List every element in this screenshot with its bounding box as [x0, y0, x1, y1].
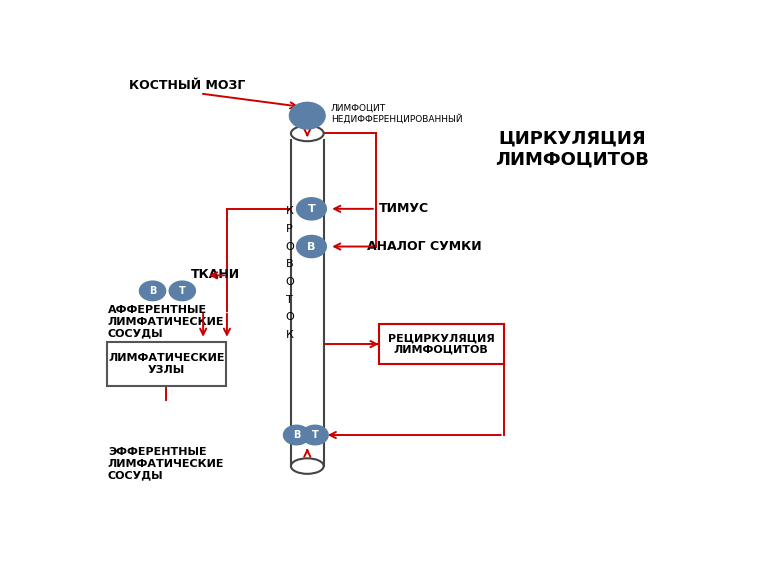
Text: Т: Т [179, 286, 186, 296]
Text: РЕЦИРКУЛЯЦИЯ
ЛИМФОЦИТОВ: РЕЦИРКУЛЯЦИЯ ЛИМФОЦИТОВ [388, 334, 495, 355]
Circle shape [296, 236, 326, 257]
Text: К: К [286, 330, 293, 340]
Text: ЛИМФАТИЧЕСКИЕ
УЗЛЫ: ЛИМФАТИЧЕСКИЕ УЗЛЫ [108, 353, 224, 375]
Text: В: В [307, 241, 316, 252]
Text: В: В [149, 286, 156, 296]
Circle shape [290, 103, 325, 129]
Circle shape [296, 198, 326, 220]
Text: О: О [285, 241, 294, 252]
Text: В: В [286, 259, 293, 269]
Text: АФФЕРЕНТНЫЕ
ЛИМФАТИЧЕСКИЕ
СОСУДЫ: АФФЕРЕНТНЫЕ ЛИМФАТИЧЕСКИЕ СОСУДЫ [108, 305, 224, 339]
Text: ТКАНИ: ТКАНИ [191, 267, 240, 281]
Text: О: О [285, 277, 294, 287]
Text: ТИМУС: ТИМУС [379, 202, 429, 215]
Circle shape [169, 281, 195, 301]
Text: КОСТНЫЙ МОЗГ: КОСТНЫЙ МОЗГ [129, 79, 245, 92]
Text: К: К [286, 206, 293, 216]
Text: В: В [293, 430, 300, 440]
Text: ЦИРКУЛЯЦИЯ
ЛИМФОЦИТОВ: ЦИРКУЛЯЦИЯ ЛИМФОЦИТОВ [495, 130, 649, 168]
Circle shape [302, 425, 328, 445]
Text: О: О [285, 313, 294, 323]
Text: Т: Т [312, 430, 319, 440]
Text: АНАЛОГ СУМКИ: АНАЛОГ СУМКИ [367, 240, 482, 253]
Text: Т: Т [308, 204, 316, 214]
Text: Т: Т [286, 295, 293, 305]
Circle shape [283, 425, 310, 445]
FancyBboxPatch shape [107, 342, 226, 386]
Circle shape [140, 281, 166, 301]
Text: ЭФФЕРЕНТНЫЕ
ЛИМФАТИЧЕСКИЕ
СОСУДЫ: ЭФФЕРЕНТНЫЕ ЛИМФАТИЧЕСКИЕ СОСУДЫ [108, 447, 224, 480]
Text: Р: Р [286, 224, 293, 234]
FancyBboxPatch shape [379, 324, 504, 364]
Text: ЛИМФОЦИТ
НЕДИФФЕРЕНЦИРОВАННЫЙ: ЛИМФОЦИТ НЕДИФФЕРЕНЦИРОВАННЫЙ [331, 103, 463, 124]
